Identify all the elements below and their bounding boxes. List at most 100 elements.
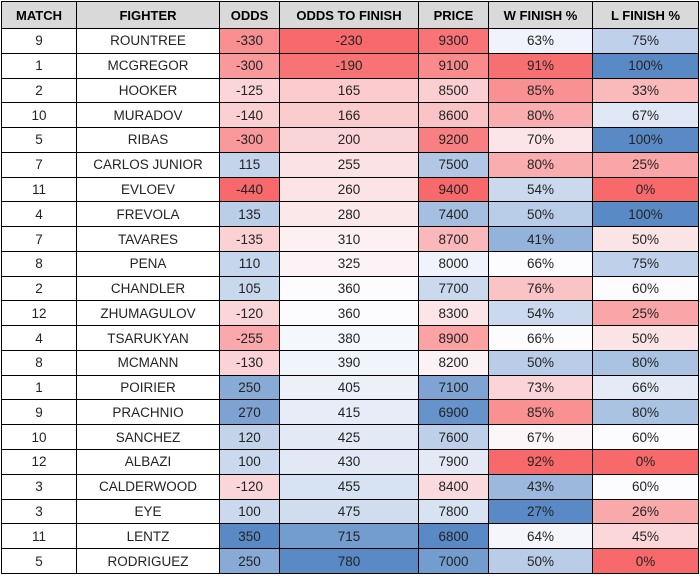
cell-odds_to_finish[interactable]: 360 (279, 300, 419, 327)
cell-match[interactable]: 8 (1, 349, 77, 376)
cell-match[interactable]: 1 (1, 374, 77, 401)
cell-odds[interactable]: -130 (219, 349, 280, 376)
cell-odds[interactable]: 135 (219, 201, 280, 228)
column-header-match[interactable]: MATCH (1, 1, 77, 29)
cell-match[interactable]: 2 (1, 275, 77, 302)
cell-price[interactable]: 8600 (418, 102, 489, 129)
cell-odds[interactable]: -330 (219, 28, 280, 54)
cell-odds_to_finish[interactable]: 715 (279, 523, 419, 550)
cell-odds[interactable]: -120 (219, 300, 280, 327)
cell-match[interactable]: 11 (1, 523, 77, 550)
cell-odds_to_finish[interactable]: -190 (279, 52, 419, 79)
cell-l_finish[interactable]: 100% (592, 201, 699, 228)
cell-price[interactable]: 8300 (418, 300, 489, 327)
cell-match[interactable]: 10 (1, 424, 77, 451)
cell-match[interactable]: 7 (1, 151, 77, 178)
cell-fighter[interactable]: HOOKER (76, 77, 220, 104)
cell-fighter[interactable]: MCMANN (76, 349, 220, 376)
cell-price[interactable]: 6800 (418, 523, 489, 550)
cell-price[interactable]: 7900 (418, 449, 489, 475)
cell-fighter[interactable]: POIRIER (76, 374, 220, 401)
cell-fighter[interactable]: PENA (76, 250, 220, 277)
cell-w_finish[interactable]: 85% (488, 77, 593, 104)
cell-w_finish[interactable]: 66% (488, 250, 593, 277)
cell-fighter[interactable]: PRACHNIO (76, 399, 220, 426)
cell-odds[interactable]: -440 (219, 176, 280, 203)
cell-price[interactable]: 7500 (418, 151, 489, 178)
cell-match[interactable]: 9 (1, 399, 77, 426)
cell-price[interactable]: 7600 (418, 424, 489, 451)
cell-w_finish[interactable]: 41% (488, 226, 593, 252)
cell-l_finish[interactable]: 80% (592, 399, 699, 426)
cell-w_finish[interactable]: 91% (488, 52, 593, 79)
cell-fighter[interactable]: EVLOEV (76, 176, 220, 203)
cell-odds_to_finish[interactable]: 325 (279, 250, 419, 277)
cell-l_finish[interactable]: 25% (592, 151, 699, 178)
cell-fighter[interactable]: SANCHEZ (76, 424, 220, 451)
cell-odds_to_finish[interactable]: 390 (279, 349, 419, 376)
cell-price[interactable]: 8000 (418, 250, 489, 277)
cell-odds[interactable]: 350 (219, 523, 280, 550)
cell-odds[interactable]: 115 (219, 151, 280, 178)
cell-fighter[interactable]: EYE (76, 498, 220, 525)
cell-odds[interactable]: 105 (219, 275, 280, 302)
cell-l_finish[interactable]: 60% (592, 424, 699, 451)
cell-odds_to_finish[interactable]: 255 (279, 151, 419, 178)
cell-l_finish[interactable]: 67% (592, 102, 699, 129)
cell-l_finish[interactable]: 50% (592, 325, 699, 351)
cell-fighter[interactable]: LENTZ (76, 523, 220, 550)
cell-l_finish[interactable]: 100% (592, 52, 699, 79)
cell-w_finish[interactable]: 50% (488, 548, 593, 574)
cell-odds[interactable]: -255 (219, 325, 280, 351)
cell-odds[interactable]: -120 (219, 473, 280, 500)
cell-l_finish[interactable]: 100% (592, 127, 699, 153)
cell-l_finish[interactable]: 26% (592, 498, 699, 525)
cell-odds[interactable]: 100 (219, 449, 280, 475)
cell-w_finish[interactable]: 73% (488, 374, 593, 401)
cell-w_finish[interactable]: 67% (488, 424, 593, 451)
cell-odds_to_finish[interactable]: 415 (279, 399, 419, 426)
cell-fighter[interactable]: RIBAS (76, 127, 220, 153)
cell-match[interactable]: 3 (1, 498, 77, 525)
cell-w_finish[interactable]: 85% (488, 399, 593, 426)
cell-odds_to_finish[interactable]: 455 (279, 473, 419, 500)
cell-price[interactable]: 6900 (418, 399, 489, 426)
cell-fighter[interactable]: ROUNTREE (76, 28, 220, 54)
cell-price[interactable]: 7800 (418, 498, 489, 525)
cell-l_finish[interactable]: 45% (592, 523, 699, 550)
cell-odds[interactable]: 120 (219, 424, 280, 451)
cell-fighter[interactable]: CARLOS JUNIOR (76, 151, 220, 178)
cell-match[interactable]: 10 (1, 102, 77, 129)
column-header-fighter[interactable]: FIGHTER (76, 1, 220, 29)
cell-price[interactable]: 8700 (418, 226, 489, 252)
cell-fighter[interactable]: RODRIGUEZ (76, 548, 220, 574)
cell-l_finish[interactable]: 0% (592, 449, 699, 475)
cell-odds_to_finish[interactable]: 260 (279, 176, 419, 203)
cell-match[interactable]: 4 (1, 325, 77, 351)
cell-w_finish[interactable]: 27% (488, 498, 593, 525)
cell-odds_to_finish[interactable]: 425 (279, 424, 419, 451)
cell-l_finish[interactable]: 33% (592, 77, 699, 104)
cell-odds_to_finish[interactable]: 475 (279, 498, 419, 525)
cell-fighter[interactable]: MURADOV (76, 102, 220, 129)
cell-fighter[interactable]: CHANDLER (76, 275, 220, 302)
cell-w_finish[interactable]: 70% (488, 127, 593, 153)
cell-odds[interactable]: -300 (219, 127, 280, 153)
cell-price[interactable]: 8200 (418, 349, 489, 376)
cell-odds[interactable]: 100 (219, 498, 280, 525)
cell-price[interactable]: 9100 (418, 52, 489, 79)
cell-match[interactable]: 12 (1, 449, 77, 475)
cell-w_finish[interactable]: 50% (488, 201, 593, 228)
column-header-odds[interactable]: ODDS (219, 1, 280, 29)
cell-w_finish[interactable]: 54% (488, 176, 593, 203)
cell-odds_to_finish[interactable]: 405 (279, 374, 419, 401)
cell-odds[interactable]: -125 (219, 77, 280, 104)
cell-odds[interactable]: 110 (219, 250, 280, 277)
cell-fighter[interactable]: TAVARES (76, 226, 220, 252)
cell-odds_to_finish[interactable]: 165 (279, 77, 419, 104)
cell-odds_to_finish[interactable]: 310 (279, 226, 419, 252)
cell-odds_to_finish[interactable]: 166 (279, 102, 419, 129)
cell-l_finish[interactable]: 60% (592, 473, 699, 500)
cell-match[interactable]: 7 (1, 226, 77, 252)
cell-price[interactable]: 7000 (418, 548, 489, 574)
